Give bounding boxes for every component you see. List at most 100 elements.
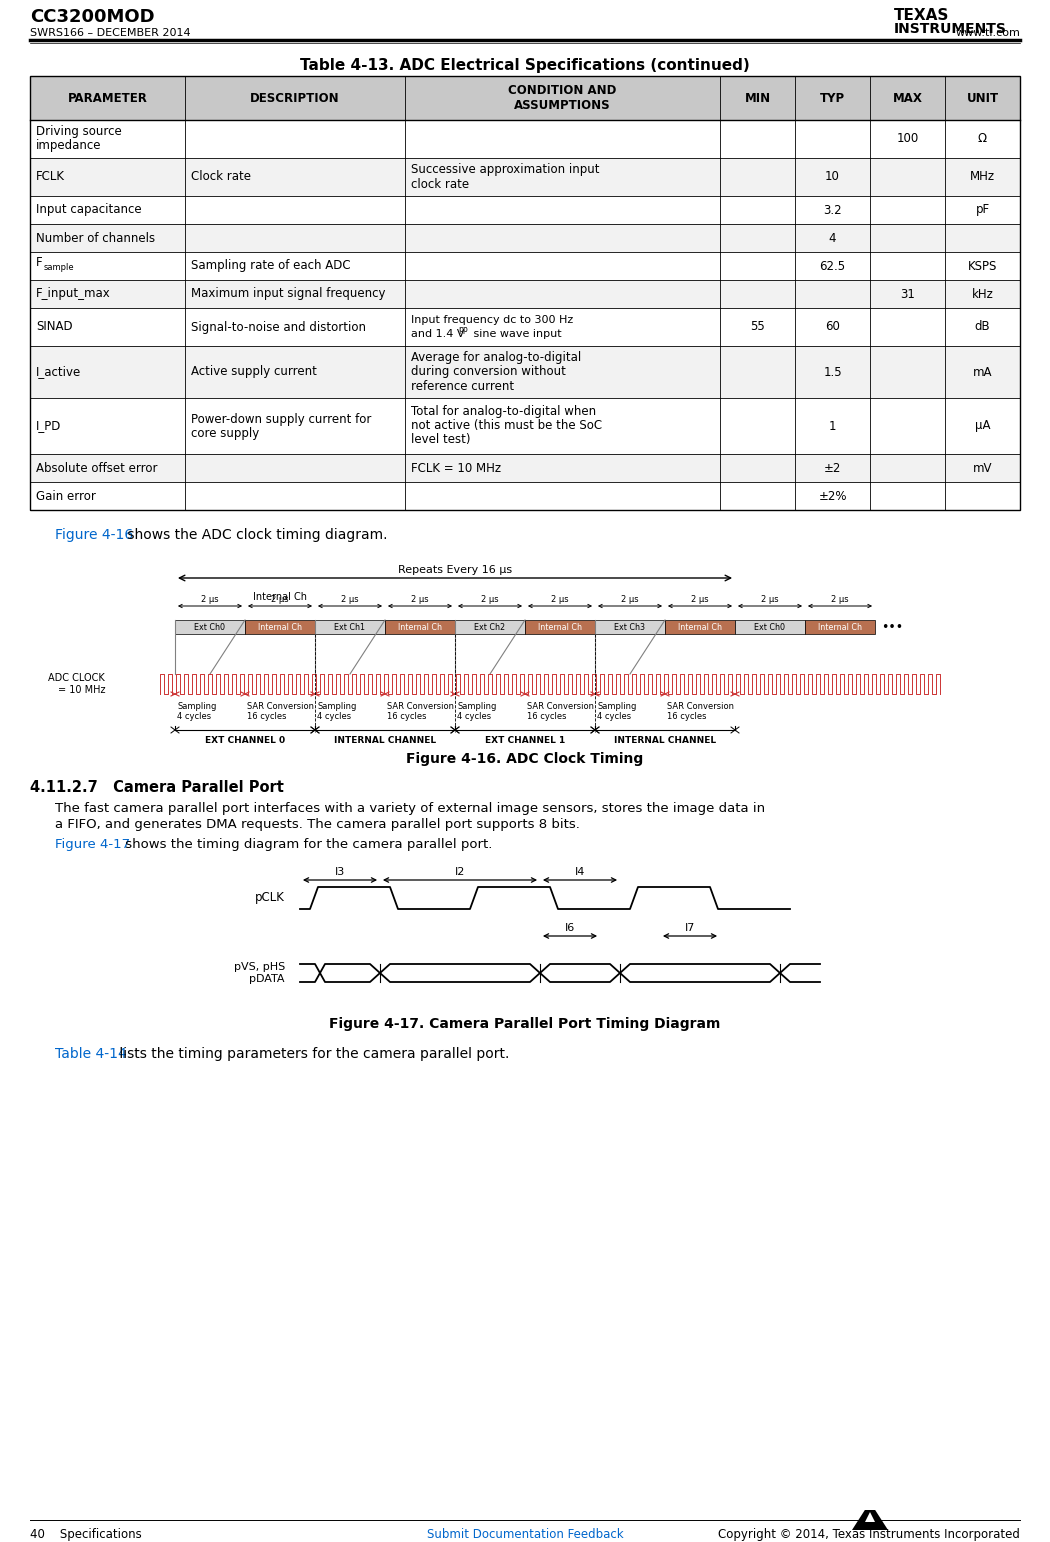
Text: 2 μs: 2 μs — [832, 595, 848, 604]
Text: 4: 4 — [828, 231, 836, 245]
Text: 2 μs: 2 μs — [341, 595, 359, 604]
Text: EXT CHANNEL 1: EXT CHANNEL 1 — [485, 736, 565, 745]
Text: 31: 31 — [900, 287, 915, 301]
Bar — [455, 620, 525, 634]
Text: Sampling: Sampling — [177, 702, 216, 711]
Bar — [30, 345, 1020, 398]
Bar — [315, 620, 385, 634]
Text: 3.2: 3.2 — [823, 204, 842, 216]
Text: 2 μs: 2 μs — [761, 595, 779, 604]
Text: Input capacitance: Input capacitance — [36, 204, 142, 216]
Text: FCLK = 10 MHz: FCLK = 10 MHz — [411, 461, 501, 475]
Text: Sampling: Sampling — [457, 702, 497, 711]
Text: 16 cycles: 16 cycles — [527, 712, 567, 722]
Text: 2 μs: 2 μs — [271, 595, 289, 604]
Text: pF: pF — [975, 204, 989, 216]
Text: Internal Ch: Internal Ch — [678, 623, 722, 632]
Text: mV: mV — [972, 461, 992, 475]
Bar — [30, 251, 1020, 281]
Text: MAX: MAX — [892, 91, 923, 105]
Text: I_active: I_active — [36, 365, 81, 378]
Text: The fast camera parallel port interfaces with a variety of external image sensor: The fast camera parallel port interfaces… — [55, 802, 765, 816]
Text: Driving source: Driving source — [36, 125, 122, 139]
Text: I2: I2 — [455, 867, 465, 877]
Text: dB: dB — [974, 321, 990, 333]
Text: I_PD: I_PD — [36, 419, 61, 432]
Bar — [30, 76, 1020, 510]
Text: Copyright © 2014, Texas Instruments Incorporated: Copyright © 2014, Texas Instruments Inco… — [718, 1528, 1020, 1540]
Text: Internal Ch: Internal Ch — [398, 623, 442, 632]
Text: FCLK: FCLK — [36, 171, 65, 183]
Text: 16 cycles: 16 cycles — [667, 712, 707, 722]
Text: 2 μs: 2 μs — [412, 595, 428, 604]
Text: ADC CLOCK
= 10 MHz: ADC CLOCK = 10 MHz — [48, 674, 105, 695]
Text: Sampling: Sampling — [597, 702, 636, 711]
Polygon shape — [865, 1513, 875, 1522]
Text: Total for analog-to-digital when: Total for analog-to-digital when — [411, 406, 596, 418]
Bar — [30, 398, 1020, 453]
Text: 1: 1 — [828, 419, 836, 432]
Text: core supply: core supply — [191, 427, 259, 439]
Text: during conversion without: during conversion without — [411, 365, 566, 378]
Text: Repeats Every 16 μs: Repeats Every 16 μs — [398, 564, 512, 575]
Text: 10: 10 — [825, 171, 840, 183]
Bar — [30, 483, 1020, 510]
Text: Table 4-13. ADC Electrical Specifications (continued): Table 4-13. ADC Electrical Specification… — [300, 59, 750, 72]
Bar — [30, 453, 1020, 483]
Text: Sampling: Sampling — [317, 702, 356, 711]
Text: SWRS166 – DECEMBER 2014: SWRS166 – DECEMBER 2014 — [30, 28, 191, 39]
Text: 1.5: 1.5 — [823, 365, 842, 378]
Text: F: F — [36, 256, 43, 270]
Text: mA: mA — [972, 365, 992, 378]
Text: 4.11.2.7   Camera Parallel Port: 4.11.2.7 Camera Parallel Port — [30, 780, 284, 796]
Bar — [805, 620, 875, 634]
Text: 62.5: 62.5 — [819, 259, 845, 273]
Text: pp: pp — [458, 325, 467, 335]
Text: Maximum input signal frequency: Maximum input signal frequency — [191, 287, 385, 301]
Text: PARAMETER: PARAMETER — [67, 91, 147, 105]
Bar — [30, 196, 1020, 224]
Text: INTERNAL CHANNEL: INTERNAL CHANNEL — [334, 736, 436, 745]
Text: clock rate: clock rate — [411, 177, 469, 191]
Text: Figure 4-16: Figure 4-16 — [55, 527, 133, 541]
Text: I7: I7 — [685, 924, 695, 933]
Text: Internal Ch: Internal Ch — [258, 623, 302, 632]
Text: and 1.4 V: and 1.4 V — [411, 328, 464, 339]
Text: sample: sample — [44, 264, 75, 273]
Text: kHz: kHz — [971, 287, 993, 301]
Bar — [30, 76, 1020, 120]
Text: I4: I4 — [574, 867, 585, 877]
Text: 55: 55 — [750, 321, 764, 333]
Text: CC3200MOD: CC3200MOD — [30, 8, 154, 26]
Text: sine wave input: sine wave input — [469, 328, 562, 339]
Text: CONDITION AND
ASSUMPTIONS: CONDITION AND ASSUMPTIONS — [508, 83, 616, 113]
Text: DESCRIPTION: DESCRIPTION — [250, 91, 340, 105]
Bar — [30, 157, 1020, 196]
Text: impedance: impedance — [36, 139, 102, 153]
Text: UNIT: UNIT — [966, 91, 999, 105]
Text: Internal Ch: Internal Ch — [818, 623, 862, 632]
Text: SAR Conversion: SAR Conversion — [387, 702, 454, 711]
Text: Table 4-14: Table 4-14 — [55, 1047, 127, 1061]
Text: ±2: ±2 — [824, 461, 841, 475]
Text: F_input_max: F_input_max — [36, 287, 110, 301]
Text: Absolute offset error: Absolute offset error — [36, 461, 158, 475]
Text: MIN: MIN — [744, 91, 771, 105]
Text: Figure 4-17. Camera Parallel Port Timing Diagram: Figure 4-17. Camera Parallel Port Timing… — [330, 1018, 720, 1032]
Text: I3: I3 — [335, 867, 345, 877]
Text: Ext Ch0: Ext Ch0 — [755, 623, 785, 632]
Text: Successive approximation input: Successive approximation input — [411, 163, 600, 176]
Text: INTERNAL CHANNEL: INTERNAL CHANNEL — [614, 736, 716, 745]
Text: 2 μs: 2 μs — [202, 595, 218, 604]
Text: Ext Ch1: Ext Ch1 — [335, 623, 365, 632]
Text: 60: 60 — [825, 321, 840, 333]
Bar — [525, 620, 595, 634]
Text: Internal Ch: Internal Ch — [253, 592, 307, 601]
Text: 4 cycles: 4 cycles — [317, 712, 351, 722]
Text: pVS, pHS
pDATA: pVS, pHS pDATA — [234, 962, 285, 984]
Text: Average for analog-to-digital: Average for analog-to-digital — [411, 352, 582, 364]
Text: I6: I6 — [565, 924, 575, 933]
Text: a FIFO, and generates DMA requests. The camera parallel port supports 8 bits.: a FIFO, and generates DMA requests. The … — [55, 817, 580, 831]
Text: reference current: reference current — [411, 379, 514, 393]
Text: Gain error: Gain error — [36, 489, 96, 503]
